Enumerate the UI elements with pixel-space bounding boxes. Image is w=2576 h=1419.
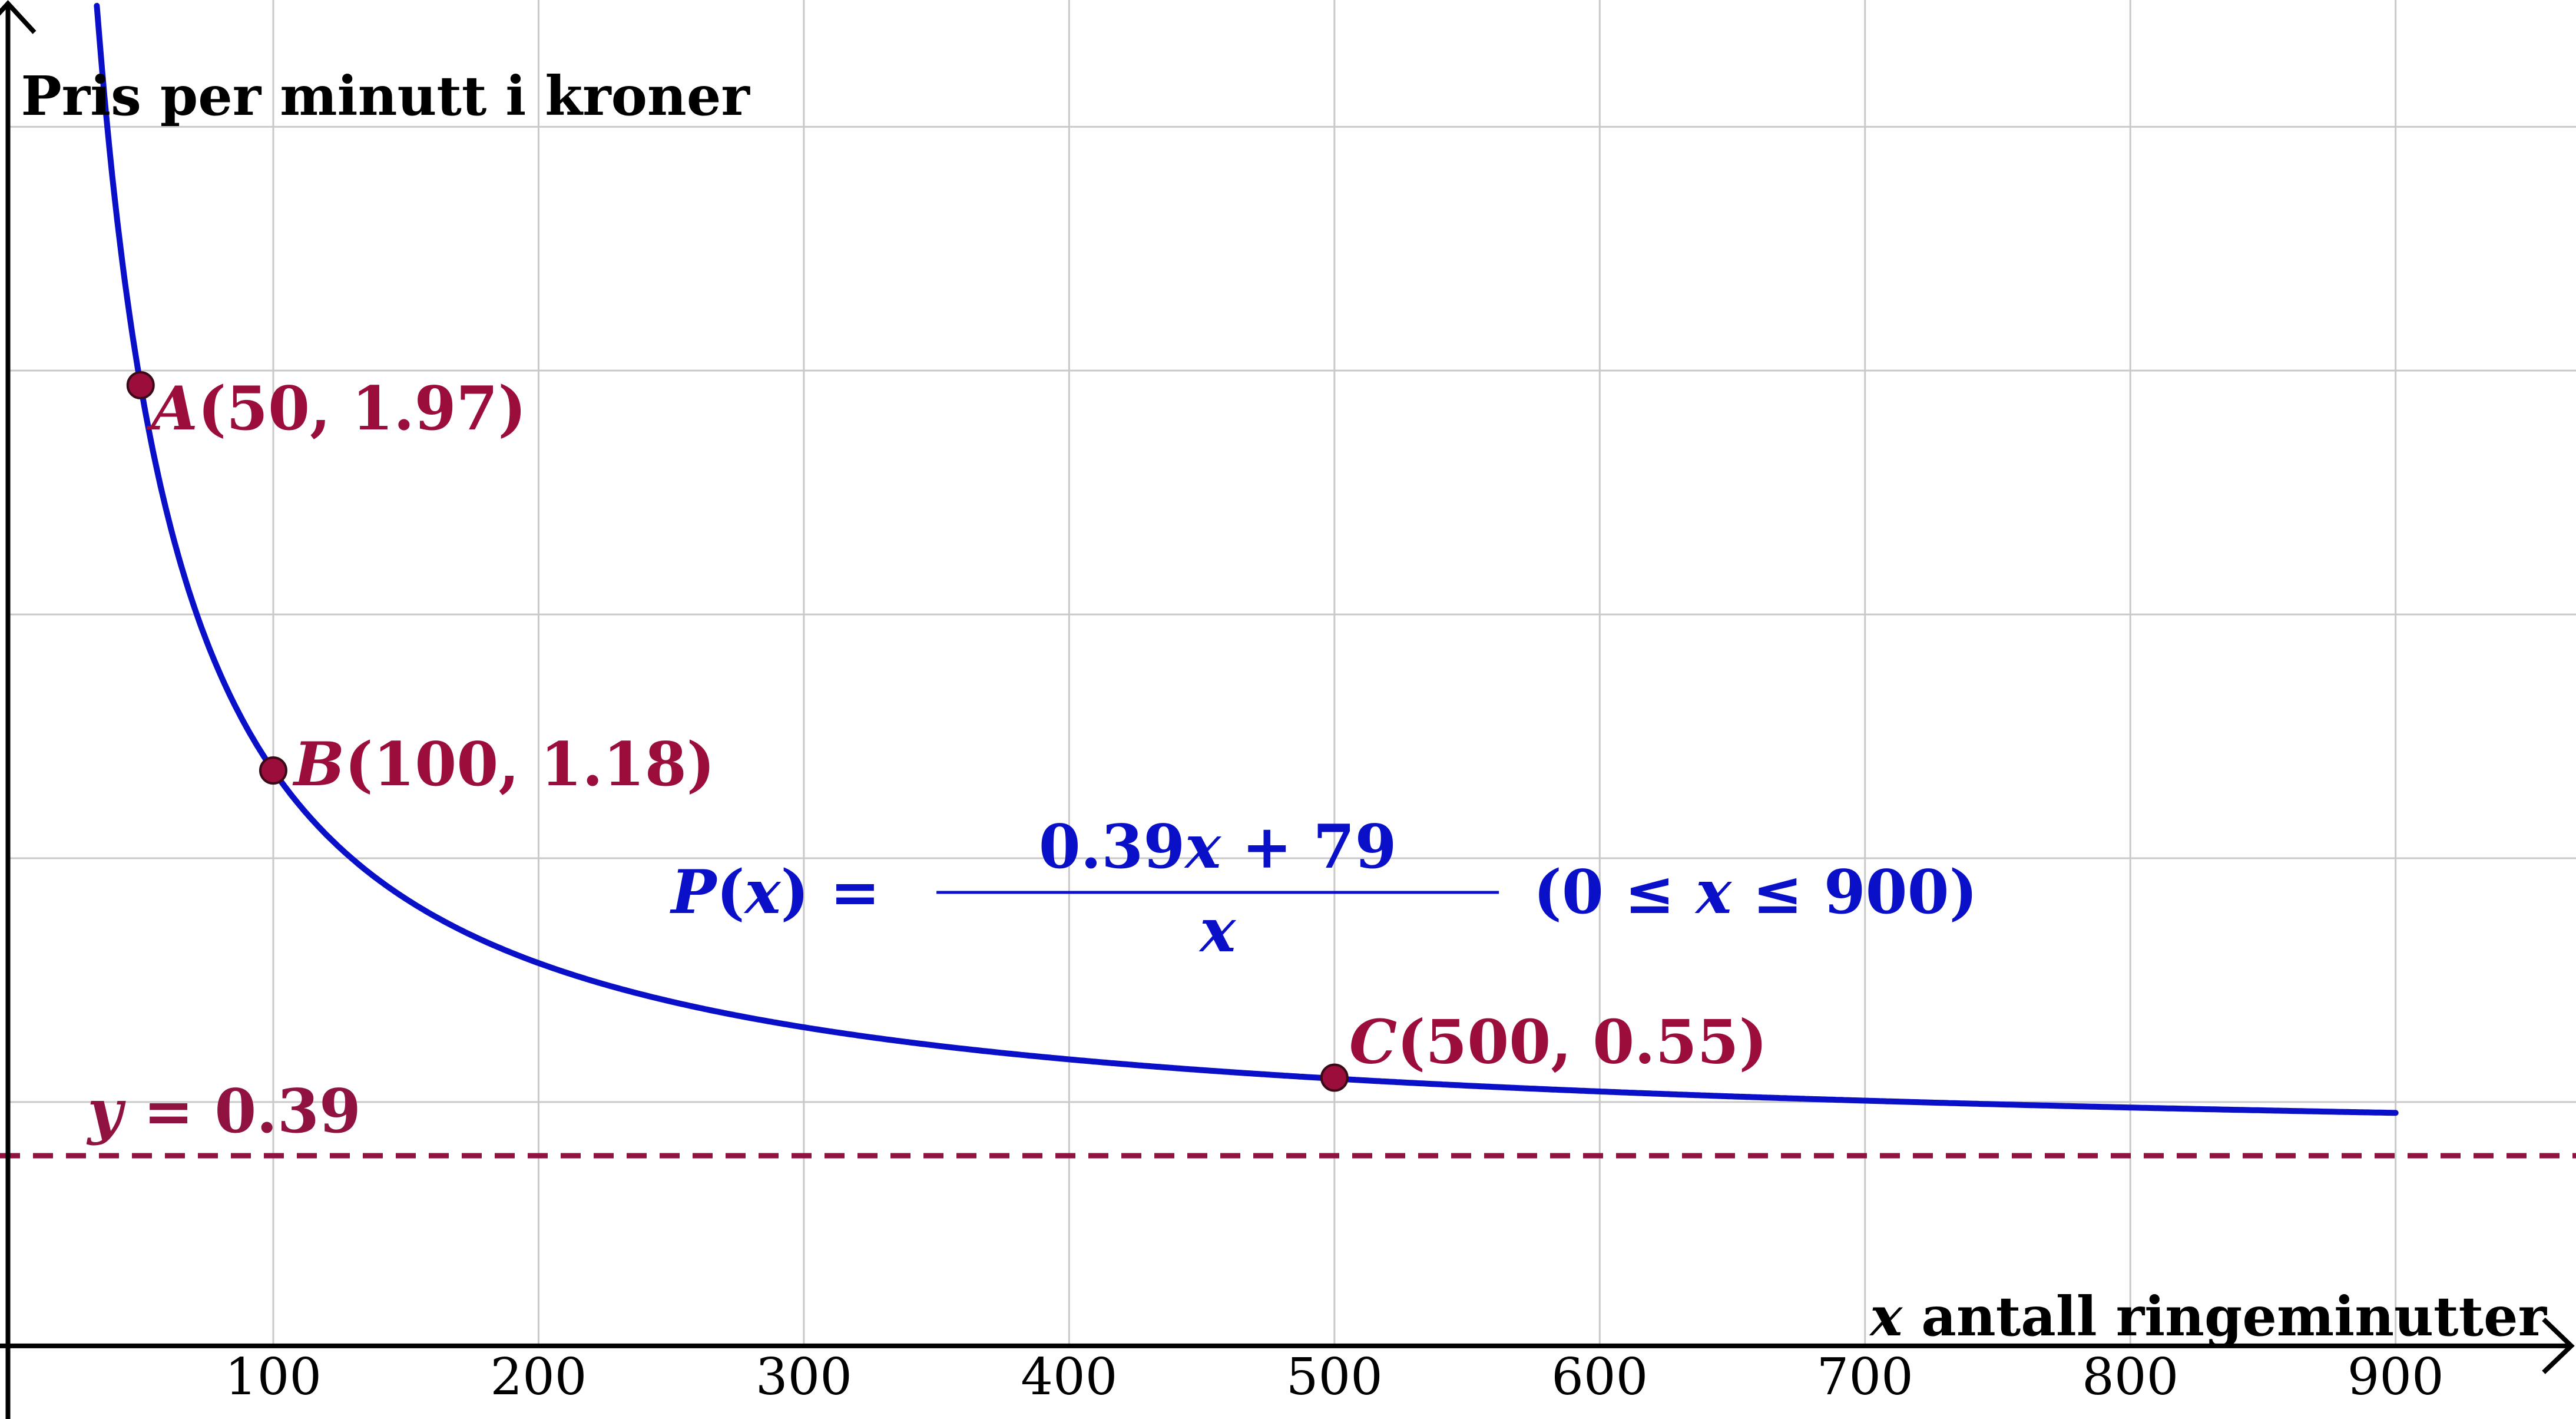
function-label-domain: (0 ≤ x ≤ 900) [1534,857,1978,928]
function-label-denominator: x [1198,895,1236,966]
point-label-C: C(500, 0.55) [1349,1007,1767,1078]
x-tick-label: 300 [756,1348,852,1407]
y-axis-title: Pris per minutt i kroner [21,64,751,128]
grid [8,0,2576,1346]
point-B [259,756,287,785]
x-tick-label: 100 [225,1348,322,1407]
x-tick-label: 800 [2082,1348,2178,1407]
point-C [1320,1063,1349,1092]
function-curve [94,2,2399,1116]
function-label-lhs: P(x) = [670,857,880,928]
point-A [126,371,155,399]
asymptote-label: y = 0.39 [87,1076,361,1147]
x-tick-label: 600 [1551,1348,1648,1407]
x-tick-label: 700 [1817,1348,1913,1407]
function-label-numerator: 0.39x + 79 [1039,812,1397,882]
point-label-B: B(100, 1.18) [292,729,715,800]
x-axis-title: x antall ringeminutter [1869,1285,2547,1348]
function-label: P(x) = 0.39x + 79 x (0 ≤ x ≤ 900) [670,812,1978,966]
x-tick-label: 500 [1286,1348,1383,1407]
x-tick-label: 200 [490,1348,587,1407]
y-axis-arrow-icon [0,0,37,34]
function-curve-line [94,2,2399,1116]
x-tick-label: 400 [1021,1348,1117,1407]
point-label-A: A(50, 1.97) [147,373,527,444]
tick-labels: 1002003004005006007008009000.511.522.50 [225,1348,2444,1407]
x-axis-arrow-icon [2542,1317,2575,1374]
x-tick-label: 900 [2347,1348,2444,1407]
points: A(50, 1.97) B(100, 1.18) C(500, 0.55) [126,371,1767,1092]
